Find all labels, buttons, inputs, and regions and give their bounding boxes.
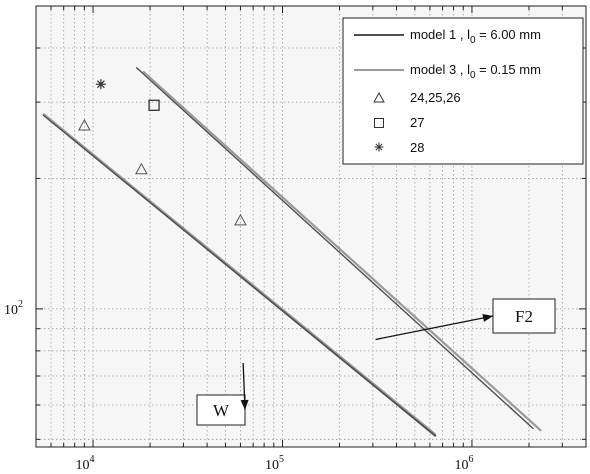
line-f2-model1 [135,67,534,430]
annotation-w-box [196,394,246,426]
legend-marker-square [374,118,384,128]
data-markers [78,79,247,226]
annotation-w-arrowhead [240,399,249,410]
legend-marker-triangle [373,91,385,103]
line-f2-model3 [142,70,542,432]
annotation-f2-arrow [375,315,494,341]
plot-frame [35,5,587,448]
legend-entry-s2: 27 [410,115,424,130]
annotation-f2-label: F2 [515,307,533,326]
x-tick-label: 105 [265,454,284,473]
star-stroke [96,80,105,89]
y-tick-label: 102 [4,299,23,318]
legend: model 1 , l0 = 6.00 mm model 3 , l0 = 0.… [342,17,584,165]
legend-entry-model1: model 1 , l0 = 6.00 mm [410,27,541,46]
annotation-f2-arrowhead [482,314,493,322]
data-point-triangle [234,213,247,226]
legend-marker-star [374,142,384,152]
annotation-w: W [196,362,249,426]
line-w-model3 [43,113,436,435]
data-point-star [95,79,106,90]
line-w-model1 [42,114,437,437]
x-tick-label: 104 [76,454,95,473]
annotation-f2-box [492,298,556,334]
model-lines [42,67,542,437]
legend-entry-s1: 24,25,26 [410,90,461,105]
data-point-square [148,99,160,111]
legend-entry-model3: model 3 , l0 = 0.15 mm [410,62,541,81]
legend-box [342,17,584,165]
annotation-w-label: W [213,401,230,420]
data-point-triangle [135,162,148,175]
annotation-f2: F2 [375,298,556,341]
axis-ticks: 104 105 106 102 [4,5,587,473]
legend-entry-s3: 28 [410,140,424,155]
x-tick-label: 106 [454,454,473,473]
data-point-triangle [78,118,91,131]
